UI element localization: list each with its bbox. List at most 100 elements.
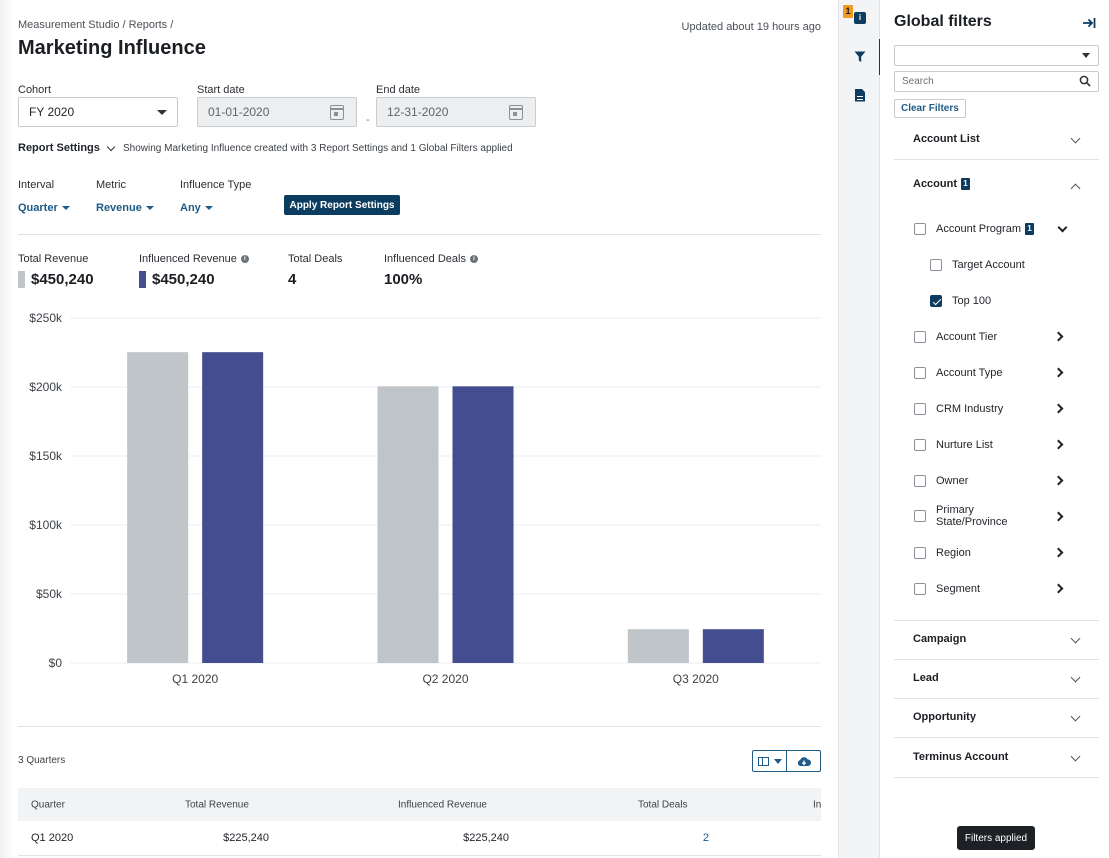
report-settings-summary: Showing Marketing Influence created with… — [123, 143, 513, 154]
checkbox[interactable] — [914, 547, 926, 559]
chevron-right-icon[interactable] — [1053, 331, 1064, 342]
x-tick-label: Q2 2020 — [422, 672, 468, 686]
bar-influenced-revenue[interactable] — [702, 629, 764, 663]
document-icon — [855, 88, 865, 102]
section-campaign[interactable]: Campaign — [894, 621, 1099, 660]
kpi-value: 100% — [384, 271, 423, 288]
section-header-account[interactable]: Account 1 — [913, 178, 970, 190]
filter-search-input[interactable] — [894, 71, 1099, 92]
apply-report-settings-button[interactable]: Apply Report Settings — [284, 195, 400, 215]
section-account-list[interactable]: Account List — [894, 122, 1099, 160]
checkbox[interactable] — [914, 475, 926, 487]
chevron-right-icon[interactable] — [1053, 367, 1064, 378]
checkbox[interactable] — [914, 510, 926, 522]
cohort-label: Cohort — [18, 84, 52, 96]
filter-account-type[interactable]: Account Type — [914, 367, 1002, 379]
checkbox[interactable] — [914, 403, 926, 415]
download-button[interactable] — [786, 751, 820, 771]
cloud-download-icon — [797, 756, 811, 766]
bar-total-revenue[interactable] — [127, 352, 189, 663]
filter-account-tier[interactable]: Account Tier — [914, 331, 997, 343]
interval-dropdown[interactable]: Quarter — [18, 202, 70, 214]
rail-info-button[interactable]: 1 i — [839, 0, 881, 36]
columns-icon — [757, 756, 769, 766]
cohort-select[interactable]: FY 2020 — [18, 97, 178, 127]
checkbox[interactable] — [914, 331, 926, 343]
collapse-panel-icon[interactable] — [1082, 16, 1096, 30]
chevron-right-icon[interactable] — [1053, 583, 1064, 594]
clear-filters-button[interactable]: Clear Filters — [894, 99, 966, 118]
filter-top-100[interactable]: Top 100 — [930, 295, 991, 307]
column-header-total-deals[interactable]: Total Deals — [638, 799, 688, 810]
report-settings-toggle[interactable]: Report Settings — [18, 142, 116, 154]
filter-account-program[interactable]: Account Program 1 — [914, 223, 1034, 235]
bar-total-revenue[interactable] — [377, 386, 439, 663]
checkbox-checked[interactable] — [930, 295, 942, 307]
column-header-total-revenue[interactable]: Total Revenue — [185, 799, 249, 810]
filter-region[interactable]: Region — [914, 547, 971, 559]
info-icon[interactable]: i — [240, 255, 249, 263]
filter-target-account[interactable]: Target Account — [930, 259, 1025, 271]
checkbox[interactable] — [930, 259, 942, 271]
chevron-down-icon[interactable] — [1057, 222, 1068, 233]
metric-label: Metric — [96, 179, 126, 191]
bar-influenced-revenue[interactable] — [452, 386, 514, 663]
influence-type-dropdown[interactable]: Any — [180, 202, 213, 214]
table-row: Q1 2020 $225,240 $225,240 2 — [18, 821, 821, 856]
filter-primary-state[interactable]: Primary State/Province — [914, 504, 1016, 528]
cell-influenced-revenue: $225,240 — [463, 832, 509, 844]
search-icon — [1079, 75, 1091, 87]
chevron-right-icon[interactable] — [1053, 511, 1064, 522]
caret-down-icon — [61, 206, 70, 210]
filter-nurture-list[interactable]: Nurture List — [914, 439, 993, 451]
influence-type-value: Any — [180, 202, 201, 214]
cell-quarter: Q1 2020 — [31, 832, 74, 844]
filter-set-select[interactable] — [894, 45, 1099, 66]
chevron-down-icon — [1070, 633, 1081, 644]
caret-down-icon — [145, 206, 154, 210]
filter-owner[interactable]: Owner — [914, 475, 968, 487]
filter-crm-industry[interactable]: CRM Industry — [914, 403, 1003, 415]
section-lead[interactable]: Lead — [894, 660, 1099, 699]
filter-segment[interactable]: Segment — [914, 583, 980, 595]
section-label: Account — [913, 178, 957, 190]
column-header-influenced-deals[interactable]: In — [813, 799, 822, 810]
section-opportunity[interactable]: Opportunity — [894, 699, 1099, 738]
breadcrumb[interactable]: Measurement Studio / Reports / — [18, 19, 174, 31]
column-picker-button[interactable] — [753, 751, 786, 771]
filter-label: Top 100 — [952, 295, 992, 307]
checkbox[interactable] — [914, 223, 926, 235]
cell-total-deals-link[interactable]: 2 — [702, 832, 709, 844]
column-header-influenced-revenue[interactable]: Influenced Revenue — [398, 799, 487, 810]
chevron-down-icon — [1070, 711, 1081, 722]
chevron-right-icon[interactable] — [1053, 439, 1064, 450]
cohort-value: FY 2020 — [29, 105, 75, 119]
row-count: 3 Quarters — [18, 755, 66, 766]
chevron-right-icon[interactable] — [1053, 547, 1064, 558]
chevron-right-icon[interactable] — [1053, 475, 1064, 486]
kpi-total-deals: Total Deals 4 — [288, 253, 342, 288]
checkbox[interactable] — [914, 583, 926, 595]
rail-filter-button[interactable] — [839, 39, 882, 75]
rail-document-button[interactable] — [839, 77, 881, 113]
count-badge: 1 — [961, 178, 970, 190]
filter-label: Owner — [936, 475, 969, 487]
bar-influenced-revenue[interactable] — [202, 352, 264, 663]
section-label: Campaign — [913, 633, 967, 645]
column-header-quarter[interactable]: Quarter — [31, 799, 65, 810]
end-date-label: End date — [376, 84, 421, 96]
report-main: Measurement Studio / Reports / Updated a… — [0, 0, 822, 858]
notification-badge: 1 — [843, 5, 853, 18]
checkbox[interactable] — [914, 367, 926, 379]
chevron-right-icon[interactable] — [1053, 403, 1064, 414]
kpi-value: 4 — [288, 271, 297, 288]
section-terminus-account[interactable]: Terminus Account — [894, 738, 1099, 778]
checkbox[interactable] — [914, 439, 926, 451]
info-icon[interactable]: i — [469, 255, 478, 263]
section-label: Lead — [913, 672, 939, 684]
bar-total-revenue[interactable] — [627, 629, 689, 663]
chevron-up-icon[interactable] — [1070, 183, 1081, 194]
start-date-value: 01-01-2020 — [208, 105, 270, 119]
chevron-down-icon — [1070, 751, 1081, 762]
metric-dropdown[interactable]: Revenue — [96, 202, 154, 214]
